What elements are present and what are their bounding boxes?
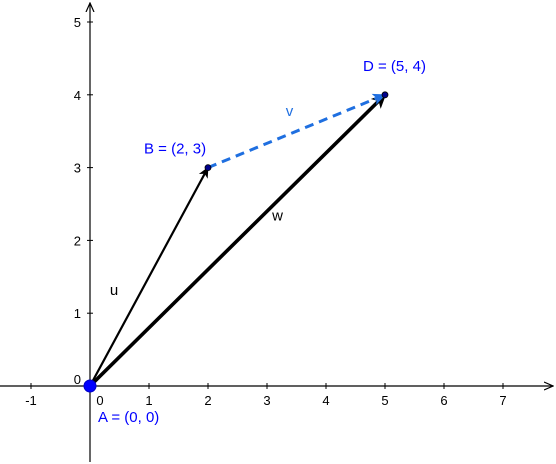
x-tick-label: 5 (381, 393, 388, 408)
x-tick-label: 1 (145, 393, 152, 408)
vector-w (88, 93, 387, 388)
points (83, 91, 389, 393)
x-tick-label: 2 (204, 393, 211, 408)
point-label-B: B = (2, 3) (144, 141, 206, 158)
axes (0, 3, 553, 462)
point-B (204, 164, 212, 172)
y-tick-label: 3 (74, 161, 81, 176)
vector-label-u: u (110, 282, 118, 299)
vector-v (207, 93, 386, 169)
x-tick-label: 6 (440, 393, 447, 408)
x-tick-label: 0 (96, 393, 103, 408)
axis-ticks: -1 0 1 2 3 4 5 6 7 0 1 2 3 4 5 (25, 15, 506, 408)
point-D (381, 91, 389, 99)
vector-u (89, 166, 209, 387)
y-tick-label: 1 (74, 306, 81, 321)
x-tick-label: 4 (322, 393, 329, 408)
x-tick-label: 3 (263, 393, 270, 408)
point-A (83, 379, 97, 393)
vectors (88, 93, 387, 388)
vector-label-w: w (271, 207, 283, 224)
y-tick-label: 4 (74, 88, 81, 103)
y-tick-label: 0 (74, 372, 81, 387)
labels: u w v A = (0, 0) B = (2, 3) D = (5, 4) (98, 58, 426, 426)
y-tick-label: 2 (74, 233, 81, 248)
vector-label-v: v (286, 103, 294, 120)
x-tick-label: -1 (25, 393, 37, 408)
point-label-D: D = (5, 4) (363, 58, 426, 75)
x-tick-label: 7 (499, 393, 506, 408)
point-label-A: A = (0, 0) (98, 409, 159, 426)
y-tick-label: 5 (74, 15, 81, 30)
